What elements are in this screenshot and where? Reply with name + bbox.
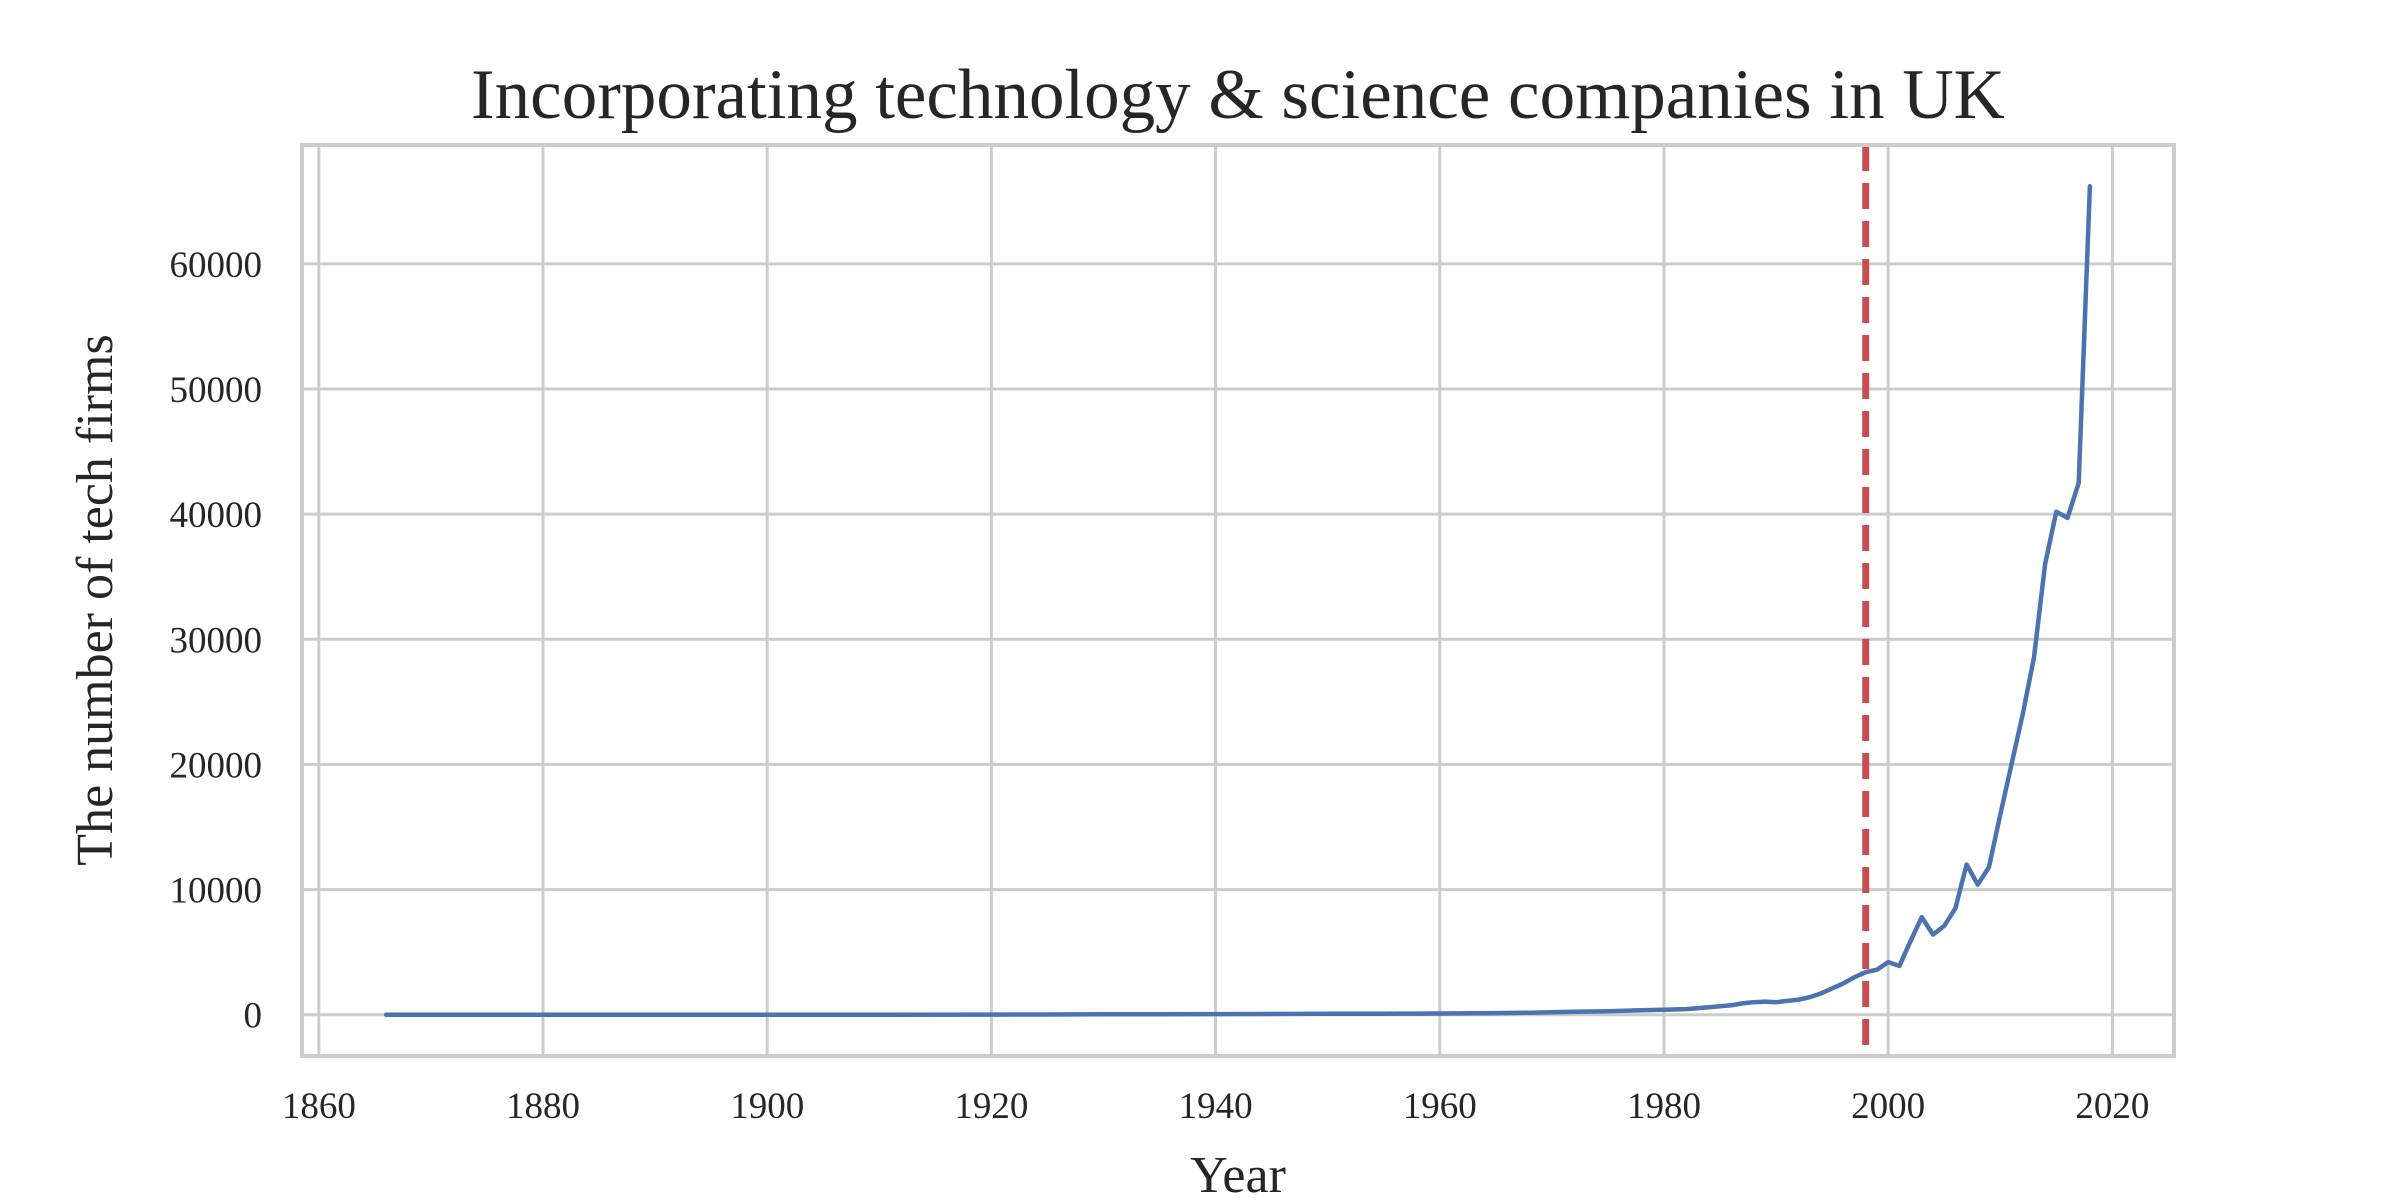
y-tick-label: 30000 xyxy=(170,620,263,661)
y-tick-label: 10000 xyxy=(170,871,263,912)
chart-title: Incorporating technology & science compa… xyxy=(471,56,2005,134)
grid xyxy=(302,145,2174,1056)
x-tick-label: 1920 xyxy=(954,1086,1028,1127)
y-tick-label: 60000 xyxy=(170,245,263,286)
x-tick-label: 1980 xyxy=(1627,1086,1701,1127)
x-tick-label: 2000 xyxy=(1851,1086,1925,1127)
x-tick-labels: 1860 1880 1900 1920 1940 1960 1980 2000 2020 xyxy=(282,1086,2150,1127)
series-line xyxy=(383,184,2093,1017)
series-group xyxy=(383,184,2093,1017)
y-tick-label: 50000 xyxy=(170,370,263,411)
x-tick-label: 1940 xyxy=(1179,1086,1253,1127)
x-tick-label: 1960 xyxy=(1403,1086,1477,1127)
y-tick-labels: 0 10000 20000 30000 40000 50000 60000 xyxy=(170,245,263,1037)
y-tick-label: 0 xyxy=(244,996,263,1037)
y-tick-label: 20000 xyxy=(170,745,263,786)
plot-frame xyxy=(300,143,2176,1058)
x-tick-label: 2020 xyxy=(2075,1086,2149,1127)
x-tick-label: 1860 xyxy=(282,1086,356,1127)
x-tick-label: 1900 xyxy=(730,1086,804,1127)
x-tick-label: 1880 xyxy=(506,1086,580,1127)
y-tick-label: 40000 xyxy=(170,495,263,536)
x-axis-label: Year xyxy=(1190,1147,1286,1200)
y-axis-label: The number of tech firms xyxy=(67,334,124,865)
